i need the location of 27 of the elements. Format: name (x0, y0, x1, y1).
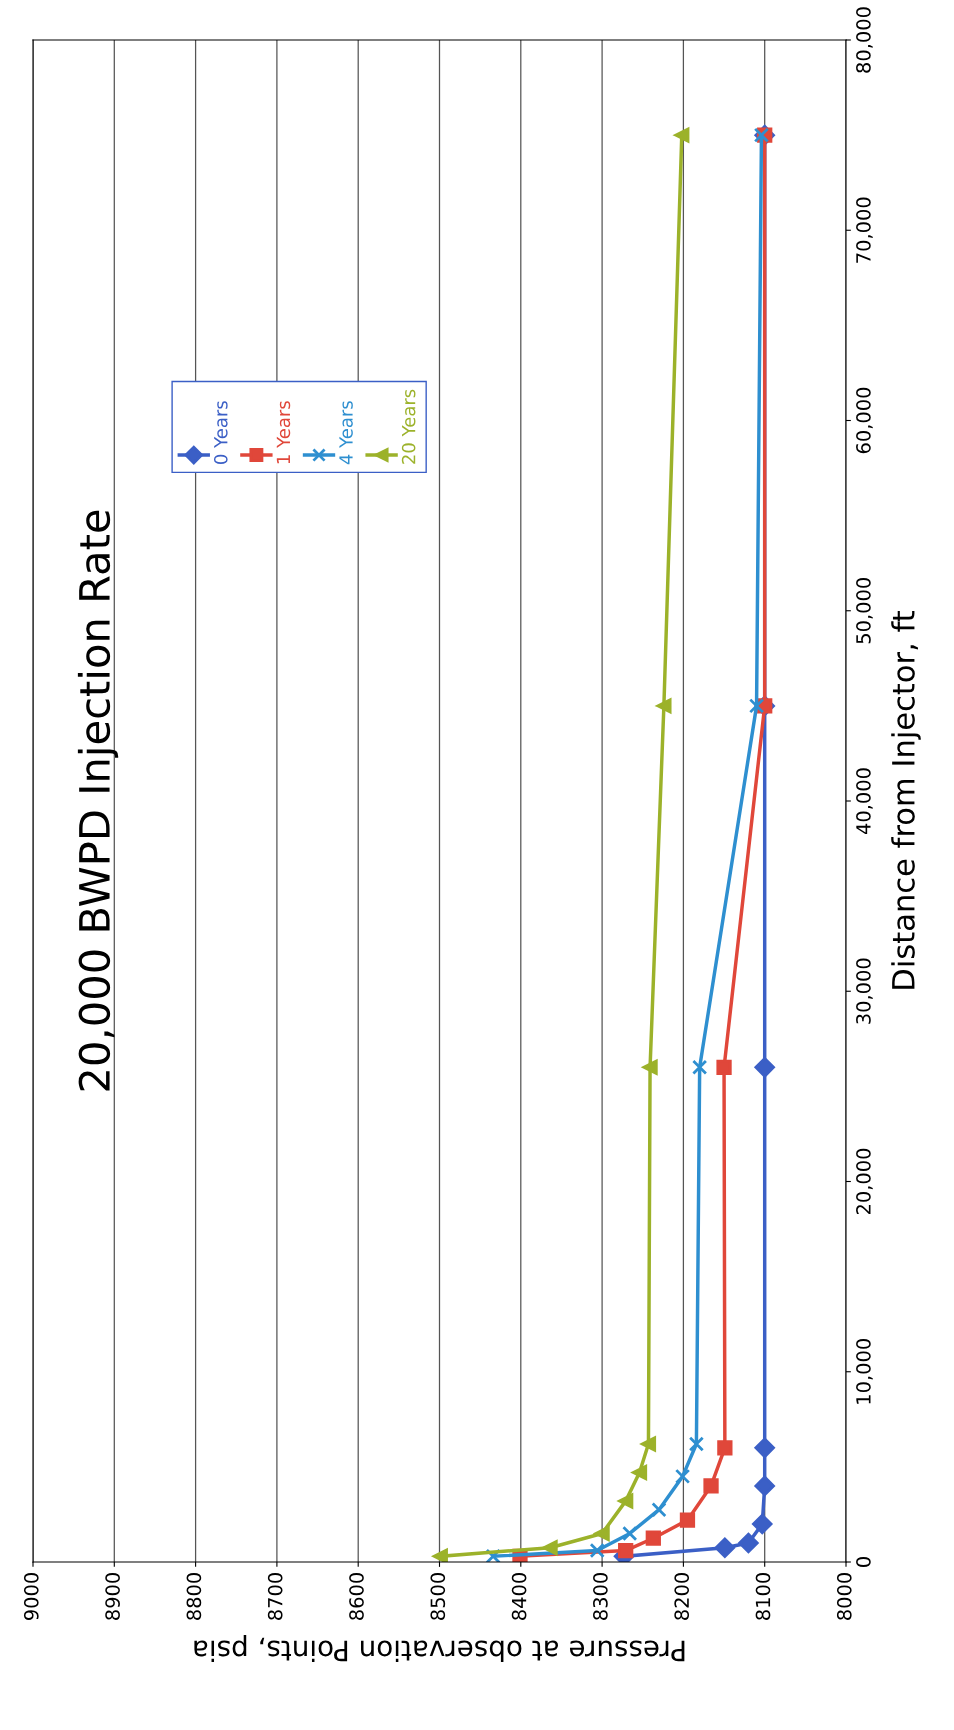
x-tick-label: 8500 (430, 1573, 446, 1620)
y-tick-label: 70,000 (856, 197, 873, 263)
y-tick-label: 60,000 (856, 387, 873, 454)
x-tick-label: 8100 (755, 1573, 771, 1620)
x-axis-title: Pressure at observation Points, psia (194, 1635, 685, 1662)
text: 20,000 BWPD Injection Rate (77, 510, 119, 1091)
y-tick-label: 50,000 (856, 578, 873, 644)
y-tick-label: 80,000 (856, 7, 873, 73)
x-tick-label: 8800 (186, 1573, 202, 1620)
x-tick-label: 8900 (105, 1573, 120, 1620)
y-tick-label: 30,000 (856, 958, 873, 1024)
y-tick-label: 10,000 (856, 1339, 873, 1404)
x-tick-label: 8400 (511, 1573, 527, 1620)
x-tick-label: 8300 (593, 1573, 608, 1620)
x-tick-label: 8000 (836, 1573, 852, 1620)
text: 20 Years (401, 389, 416, 464)
x-tick-label: 8200 (674, 1573, 690, 1620)
x-tick-label: 8600 (349, 1573, 364, 1620)
x-tick-label: 8700 (267, 1573, 283, 1620)
y-tick-label: 40,000 (856, 768, 873, 835)
y-tick-label: 0 (856, 1557, 871, 1567)
y-tick-label: 20,000 (856, 1148, 873, 1215)
text: 0 Years (213, 401, 228, 464)
x-tick-label: 9000 (23, 1573, 39, 1620)
y-axis-title: Distance from Injector, ft (891, 611, 921, 989)
text: 4 Years (339, 401, 353, 465)
text: 1 Years (276, 401, 291, 464)
